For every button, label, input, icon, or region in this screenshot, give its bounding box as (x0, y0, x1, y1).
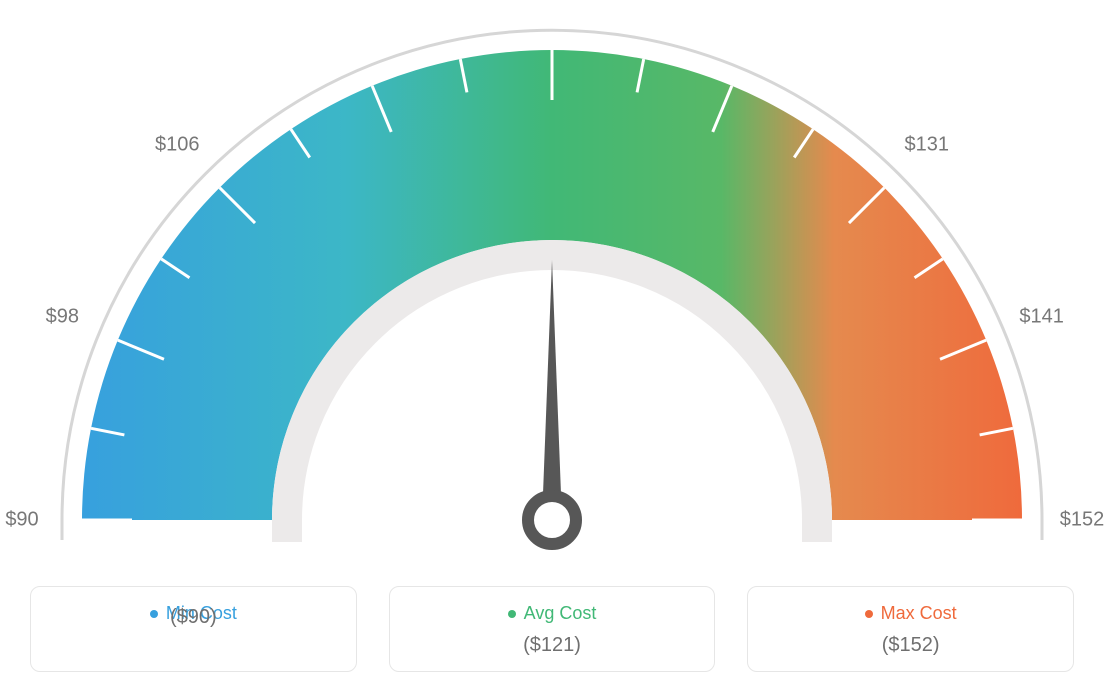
avg-cost-label: Avg Cost (524, 603, 597, 624)
max-cost-header: Max Cost (768, 603, 1053, 624)
avg-cost-value-text: ($121) (410, 634, 695, 657)
gauge-tick-label: $106 (155, 134, 200, 157)
summary-cards: Min Cost ($90) Avg Cost ($121) Max Cost … (30, 586, 1074, 672)
gauge-area: $90 $98 $106 $121 $131 $141 $152 (0, 0, 1104, 560)
max-cost-dot (865, 610, 873, 618)
gauge-tick-label: $90 (5, 509, 38, 532)
gauge-tick-label: $152 (1060, 509, 1104, 532)
avg-cost-dot (508, 610, 516, 618)
gauge-tick-label: $98 (46, 306, 79, 329)
min-cost-dot (150, 610, 158, 618)
min-cost-value-text: ($90) (51, 606, 336, 629)
chart-container: $90 $98 $106 $121 $131 $141 $152 Min Cost ($90… (0, 0, 1104, 690)
min-cost-card: Min Cost ($90) (30, 586, 357, 672)
gauge-tick-label: $131 (905, 134, 950, 157)
avg-cost-header: Avg Cost (410, 603, 695, 624)
avg-cost-card: Avg Cost ($121) (389, 586, 716, 672)
gauge-tick-label: $141 (1019, 306, 1064, 329)
max-cost-card: Max Cost ($152) (747, 586, 1074, 672)
gauge-tick-label: $121 (530, 0, 575, 2)
max-cost-value-text: ($152) (768, 634, 1053, 657)
max-cost-label: Max Cost (881, 603, 957, 624)
gauge-svg (0, 0, 1104, 560)
